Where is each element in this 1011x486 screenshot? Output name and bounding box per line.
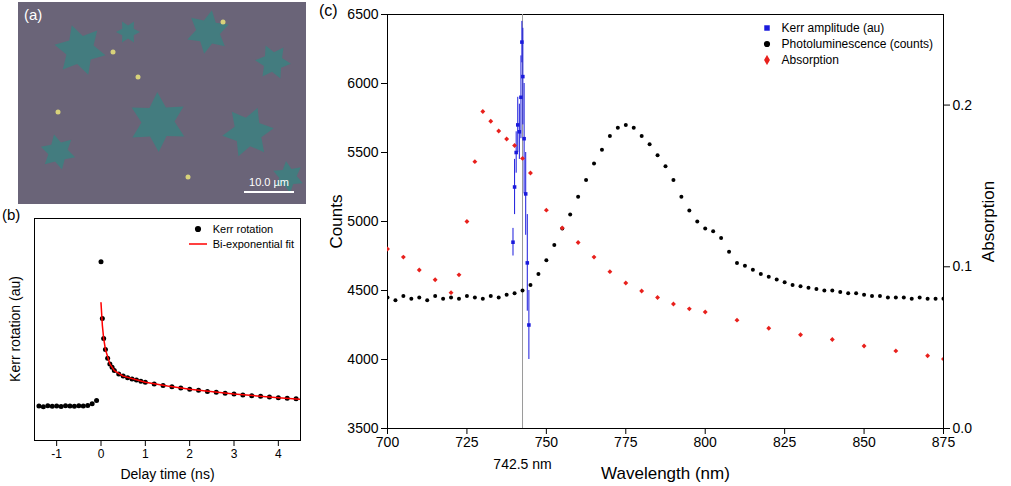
svg-text:742.5 nm: 742.5 nm: [493, 456, 551, 472]
html-text:Bi-exponential fit: Bi-exponential fit: [212, 237, 294, 250]
svg-text:10.0 µm: 10.0 µm: [249, 176, 289, 188]
svg-text:0.0: 0.0: [953, 420, 973, 436]
svg-text:Kerr rotation (au): Kerr rotation (au): [7, 276, 23, 382]
svg-text:1: 1: [142, 447, 149, 461]
svg-text:775: 775: [614, 434, 638, 450]
svg-text:5000: 5000: [347, 213, 378, 229]
html-text:Photoluminescence (counts): Photoluminescence (counts): [781, 37, 933, 52]
svg-text:2: 2: [186, 447, 193, 461]
svg-text:6500: 6500: [347, 6, 378, 22]
svg-text:825: 825: [773, 434, 797, 450]
svg-text:4: 4: [275, 447, 282, 461]
svg-text:725: 725: [455, 434, 479, 450]
svg-text:(a): (a): [24, 6, 42, 23]
svg-text:700: 700: [376, 434, 400, 450]
svg-text:Counts: Counts: [327, 195, 346, 249]
svg-text:5500: 5500: [347, 144, 378, 160]
svg-text:3500: 3500: [347, 420, 378, 436]
svg-text:Wavelength (nm): Wavelength (nm): [601, 464, 730, 483]
svg-text:750: 750: [535, 434, 559, 450]
html-text:Kerr amplitude (au): Kerr amplitude (au): [781, 21, 885, 35]
svg-text:-1: -1: [51, 447, 62, 461]
svg-text:4000: 4000: [347, 351, 378, 367]
svg-text:800: 800: [694, 434, 718, 450]
html-text:(b): (b): [2, 206, 21, 223]
html-text:(c): (c): [319, 2, 338, 19]
svg-text:0.1: 0.1: [953, 258, 973, 274]
svg-text:3: 3: [231, 447, 238, 461]
svg-text:0: 0: [98, 447, 105, 461]
html-text:Kerr rotation: Kerr rotation: [212, 223, 274, 235]
svg-text:Absorption: Absorption: [979, 181, 998, 262]
svg-text:875: 875: [932, 434, 956, 450]
html-text:Absorption: Absorption: [781, 53, 839, 68]
svg-text:850: 850: [852, 434, 876, 450]
svg-text:6000: 6000: [347, 75, 378, 91]
svg-text:0.2: 0.2: [953, 97, 973, 113]
svg-text:4500: 4500: [347, 282, 378, 298]
svg-text:Delay time (ns): Delay time (ns): [120, 466, 214, 482]
